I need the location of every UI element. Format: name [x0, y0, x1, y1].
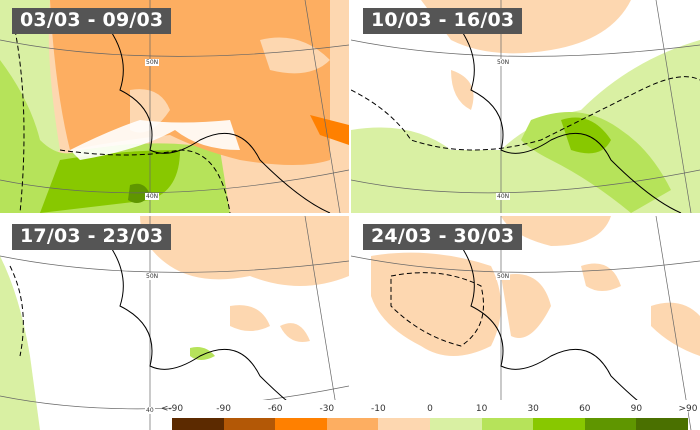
- legend-swatch: [584, 418, 637, 430]
- legend-label: 30: [527, 404, 539, 414]
- legend-swatch: [430, 418, 482, 430]
- legend-label: 0: [427, 404, 433, 414]
- map-panel-week-4: 24/03 - 30/03 50N: [351, 216, 700, 430]
- legend-swatch: [223, 418, 276, 430]
- map-panel-week-1: 03/03 - 09/03 50N 40N: [0, 0, 349, 213]
- map-panel-week-3: 17/03 - 23/03 50N 40: [0, 216, 349, 430]
- latitude-label: 50N: [496, 273, 511, 280]
- legend-swatch: [275, 418, 327, 430]
- color-legend: <-90 -90 -60 -30 -10 0 10 30 60 90 >90: [161, 400, 698, 430]
- legend-label: 90: [630, 404, 643, 414]
- legend-label: 60: [579, 404, 591, 414]
- panel-title: 10/03 - 16/03: [363, 8, 523, 34]
- legend-swatch: [326, 418, 379, 430]
- legend-label: <-90: [160, 404, 184, 414]
- legend-swatch: [481, 418, 534, 430]
- anomaly-map: [0, 0, 349, 213]
- legend-label: >90: [678, 404, 698, 414]
- legend-swatch: [636, 418, 688, 430]
- anomaly-map: [351, 216, 700, 430]
- panel-title: 24/03 - 30/03: [363, 224, 523, 250]
- legend-label: -90: [216, 404, 231, 414]
- legend-label: 10: [475, 404, 488, 414]
- panel-title: 17/03 - 23/03: [12, 224, 172, 250]
- latitude-label: 40N: [145, 193, 160, 200]
- legend-label: -60: [267, 404, 283, 414]
- panel-title: 03/03 - 09/03: [12, 8, 172, 34]
- legend-swatch: [378, 418, 430, 430]
- legend-swatch: [533, 418, 585, 430]
- anomaly-map: [351, 0, 700, 213]
- latitude-label: 50N: [496, 59, 511, 66]
- legend-swatch: [172, 418, 224, 430]
- map-panel-week-2: 10/03 - 16/03 50N 40N: [351, 0, 700, 213]
- latitude-label: 50N: [145, 273, 160, 280]
- latitude-label: 40: [145, 407, 155, 414]
- legend-label: -30: [319, 404, 335, 414]
- legend-label: -10: [371, 404, 386, 414]
- latitude-label: 40N: [496, 193, 511, 200]
- latitude-label: 50N: [145, 59, 160, 66]
